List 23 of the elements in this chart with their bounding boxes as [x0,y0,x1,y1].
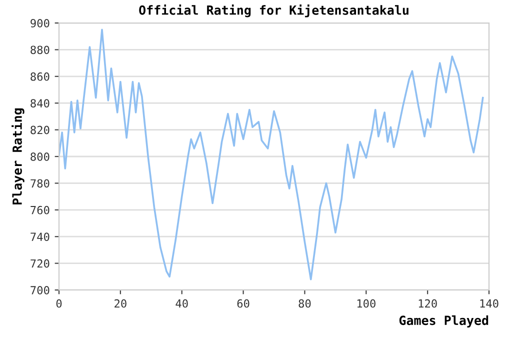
chart-title: Official Rating for Kijetensantakalu [139,4,408,18]
x-tick-label: 80 [298,299,311,308]
y-axis-title: Player Rating [12,108,24,204]
y-tick-label: 800 [30,152,50,161]
x-axis-title: Games Played [399,315,488,328]
y-tick-label: 880 [30,46,50,54]
x-tick-label: 20 [114,299,126,308]
x-tick-label: 120 [418,299,437,308]
x-tick-label: 140 [480,299,498,308]
x-tick-label: 40 [176,299,188,308]
y-tick-label: 720 [30,259,50,268]
y-tick-label: 840 [30,99,50,108]
line-series [59,28,484,280]
y-tick-label: 700 [30,286,50,294]
y-tick-label: 820 [30,126,50,134]
x-tick-label: 60 [237,299,250,308]
y-tick-label: 740 [30,232,50,242]
y-tick-label: 860 [30,72,50,81]
y-tick-label: 780 [30,179,50,188]
y-tick-label: 760 [30,206,50,214]
y-tick-label: 900 [30,19,50,28]
x-tick-label: 100 [357,299,376,308]
x-tick-label: 0 [56,299,62,308]
